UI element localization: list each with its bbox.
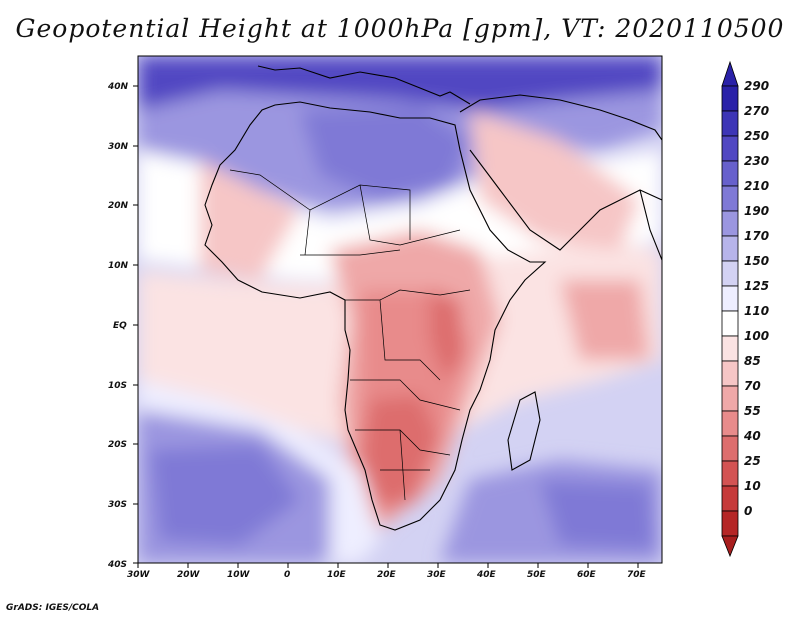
lon-ticks: [137, 563, 639, 568]
lat-label-40s: 40S: [107, 560, 127, 570]
colorbar-box-230: [721, 160, 739, 187]
lat-label-30n: 30N: [108, 142, 129, 152]
colorbar-box-290: [721, 85, 739, 112]
colorbar-label-55: 55: [744, 404, 761, 418]
india-coast: [639, 189, 662, 261]
colorbar-label-230: 230: [744, 154, 769, 168]
colorbar-label-210: 210: [744, 179, 769, 193]
height-field: [138, 56, 662, 563]
colorbar-box-85: [721, 360, 739, 387]
colorbar-label-110: 110: [744, 304, 769, 318]
colorbar-box-40: [721, 435, 739, 462]
colorbar-label-190: 190: [744, 204, 769, 218]
lat-label-20s: 20S: [108, 440, 127, 450]
lon-label-60e: 60E: [577, 570, 597, 580]
lon-label-10w: 10W: [227, 570, 251, 580]
colorbar-box-100: [721, 335, 739, 362]
colorbar-label-85: 85: [744, 354, 761, 368]
colorbar-box-190: [721, 210, 739, 237]
colorbar-box-125: [721, 285, 739, 312]
border-lines: [229, 169, 471, 501]
lon-label-20w: 20W: [177, 570, 201, 580]
colorbar-box-110: [721, 310, 739, 337]
lat-ticks: [133, 85, 138, 564]
africa-low-core: [362, 395, 440, 505]
colorbar-label-0: 0: [744, 504, 752, 518]
colorbar-label-40: 40: [743, 429, 761, 443]
chart-title: Geopotential Height at 1000hPa [gpm], VT…: [15, 14, 785, 43]
colorbar-top-triangle: [721, 60, 739, 87]
south-indian-high-core: [540, 480, 655, 550]
colorbar-label-150: 150: [744, 254, 769, 268]
colorbar-label-125: 125: [744, 279, 769, 293]
lon-label-40e: 40E: [476, 570, 497, 580]
colorbar-box-270: [721, 110, 739, 137]
indian-ocean-pink: [560, 280, 650, 360]
colorbar-label-290: 290: [744, 79, 769, 93]
libya-blue: [300, 105, 470, 200]
west-africa-pink: [200, 160, 300, 280]
colorbar-box-25: [721, 460, 739, 487]
colorbar-box-250: [721, 135, 739, 162]
colorbar-boxes: [721, 85, 739, 537]
country-borders: [229, 169, 471, 501]
longitude-axis: 30W 20W 10W 0 10E 20E 30E 40E 50E 60E 70…: [127, 563, 647, 580]
colorbar-box-70: [721, 385, 739, 412]
lon-label-0: 0: [284, 570, 290, 580]
europe-coast: [257, 65, 471, 105]
south-atlantic-high-core: [150, 445, 300, 545]
lat-label-eq: EQ: [113, 321, 127, 331]
colorbar-label-170: 170: [744, 229, 769, 243]
rift-low: [430, 290, 465, 380]
madagascar-coast: [507, 391, 541, 471]
coastlines: [204, 65, 662, 531]
grads-credit: GrADS: IGES/COLA: [6, 603, 100, 613]
colorbar-label-70: 70: [744, 379, 761, 393]
arabia-coast: [459, 94, 662, 251]
colorbar-box-170: [721, 235, 739, 262]
africa-coast: [204, 101, 547, 531]
latitude-axis: 40N 30N 20N 10N EQ 10S 20S 30S 40S: [107, 82, 138, 570]
lat-label-20n: 20N: [108, 201, 129, 211]
colorbar-label-10: 10: [744, 479, 761, 493]
colorbar-box-210: [721, 185, 739, 212]
lat-label-10n: 10N: [108, 261, 129, 271]
colorbar-box-10: [721, 485, 739, 512]
colorbar: 2902702502302101901701501251101008570554…: [721, 60, 769, 558]
colorbar-box-150: [721, 260, 739, 287]
lat-label-30s: 30S: [108, 500, 127, 510]
lat-label-10s: 10S: [108, 381, 127, 391]
map-frame: [137, 55, 663, 564]
lon-label-20e: 20E: [377, 570, 397, 580]
lon-label-30w: 30W: [127, 570, 151, 580]
colorbar-label-25: 25: [744, 454, 761, 468]
colorbar-label-250: 250: [744, 129, 769, 143]
lon-label-30e: 30E: [427, 570, 447, 580]
south-transition: [138, 380, 380, 563]
colorbar-labels: 2902702502302101901701501251101008570554…: [743, 79, 769, 518]
colorbar-label-270: 270: [744, 104, 769, 118]
colorbar-label-100: 100: [744, 329, 769, 343]
lon-label-70e: 70E: [627, 570, 647, 580]
colorbar-box-55: [721, 410, 739, 437]
colorbar-bottom-triangle: [721, 535, 739, 558]
lon-label-50e: 50E: [527, 570, 547, 580]
lon-label-10e: 10E: [327, 570, 347, 580]
colorbar-box-0: [721, 510, 739, 537]
arabia-pink: [470, 110, 640, 250]
lat-label-40n: 40N: [107, 82, 129, 92]
